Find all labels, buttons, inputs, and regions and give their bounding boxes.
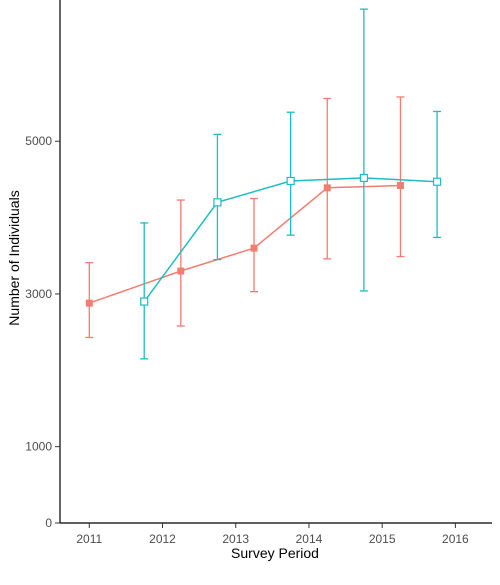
- x-tick-label: 2011: [76, 532, 102, 546]
- data-point: [140, 297, 149, 306]
- x-tick-label: 2015: [369, 532, 396, 546]
- axes: 0 1000 3000 5000 2011 2012 2013 2014 2015 2016: [25, 0, 492, 546]
- data-point: [323, 184, 331, 192]
- y-tick-label: 0: [45, 516, 52, 530]
- data-point: [359, 173, 368, 182]
- series-layer: [85, 8, 442, 360]
- data-point: [250, 244, 258, 252]
- data-point: [177, 267, 185, 275]
- series-line: [89, 184, 401, 304]
- x-tick-label: 2012: [149, 532, 176, 546]
- data-point: [432, 177, 442, 186]
- x-axis-label: Survey Period: [231, 545, 319, 561]
- series-1: [85, 96, 405, 339]
- y-tick-label: 1000: [25, 440, 52, 454]
- y-axis-label: Number of Individuals: [6, 190, 22, 325]
- y-tick-label: 5000: [25, 134, 52, 148]
- data-point: [85, 299, 93, 307]
- data-point: [286, 176, 295, 186]
- y-tick-label: 3000: [25, 287, 52, 301]
- x-tick-label: 2013: [222, 532, 249, 546]
- x-tick-label: 2014: [296, 532, 323, 546]
- data-point: [396, 182, 404, 190]
- x-tick-label: 2016: [442, 532, 469, 546]
- series-2: [140, 8, 442, 360]
- data-point: [213, 198, 222, 207]
